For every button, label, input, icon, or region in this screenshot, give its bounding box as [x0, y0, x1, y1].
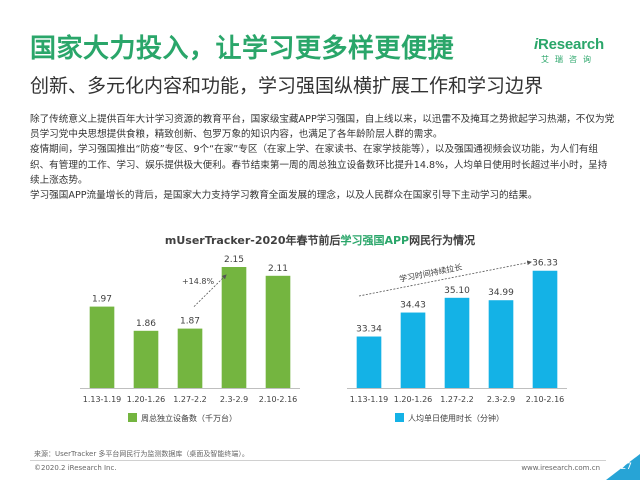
- chart-right-value-label-5: 36.33: [532, 259, 558, 269]
- chart-right-trend-label: 学习时间持续拉长: [398, 262, 463, 284]
- chart-left-legend-label: 周总独立设备数（千万台）: [141, 413, 237, 423]
- chart-left-value-label-3: 1.87: [180, 317, 200, 327]
- chart-left-value-label-5: 2.11: [268, 264, 288, 274]
- body-text: 除了传统意义上提供百年大计学习资源的教育平台，国家级宝藏APP学习强国，自上线以…: [30, 112, 615, 203]
- chart-right-x-tick-4: 2.3-2.9: [487, 395, 515, 404]
- chart-left-growth-label: +14.8%: [182, 277, 215, 286]
- chart-left-x-tick-5: 2.10-2.16: [259, 395, 298, 404]
- chart-left-value-label-1: 1.97: [92, 295, 112, 305]
- page-title: 国家大力投入，让学习更多样更便捷: [30, 34, 455, 64]
- iresearch-logo: iResearch 艾瑞咨询: [528, 36, 610, 65]
- chart-right-value-label-2: 34.43: [400, 301, 426, 311]
- chart-left-x-tick-1: 1.13-1.19: [83, 395, 122, 404]
- chart-right-legend-swatch: [395, 413, 404, 422]
- footer-triangle: [606, 454, 640, 480]
- chart-left-bar-2: [133, 330, 159, 388]
- chart-right-x-tick-1: 1.13-1.19: [350, 395, 389, 404]
- page-subtitle: 创新、多元化内容和功能，学习强国纵横扩展工作和学习边界: [30, 75, 544, 97]
- chart-right-bar-1: [356, 336, 382, 388]
- chart-right-trend-arrow: [358, 260, 532, 297]
- chart-left-bar-3: [177, 328, 203, 388]
- logo-wordmark: iResearch: [534, 36, 604, 53]
- chart-right-bar-2: [400, 312, 426, 388]
- chart-right-value-label-1: 33.34: [356, 325, 382, 335]
- chart-right-x-tick-2: 1.20-1.26: [394, 395, 433, 404]
- chart-right-value-label-3: 35.10: [444, 286, 470, 296]
- chart-left-x-tick-2: 1.20-1.26: [127, 395, 166, 404]
- copyright: ©2020.2 iResearch Inc.: [34, 464, 117, 472]
- body-paragraph-2: 疫情期间，学习强国推出“防疫”专区、9个“在家”专区（在家上学、在家读书、在家学…: [30, 144, 608, 186]
- chart-right-bar-3: [444, 297, 470, 388]
- body-paragraph-3: 学习强国APP流量增长的背后，是国家大力支持学习教育全面发展的理念，以及人民群众…: [30, 190, 538, 202]
- chart-right-bar-5: [532, 270, 558, 388]
- chart-right-x-tick-5: 2.10-2.16: [526, 395, 565, 404]
- page-number: 27: [620, 462, 632, 472]
- chart-right-x-tick-3: 1.27-2.2: [440, 395, 473, 404]
- logo-chinese-name: 艾瑞咨询: [541, 55, 597, 64]
- chart-left-legend-swatch: [128, 413, 137, 422]
- chart-left-x-tick-3: 1.27-2.2: [173, 395, 206, 404]
- chart-right-value-label-4: 34.99: [488, 288, 514, 298]
- website-url: www.iresearch.com.cn: [521, 464, 600, 472]
- body-paragraph-1: 除了传统意义上提供百年大计学习资源的教育平台，国家级宝藏APP学习强国，自上线以…: [30, 114, 615, 141]
- chart-left-value-label-2: 1.86: [136, 319, 156, 329]
- chart-right-bar-4: [488, 300, 514, 388]
- chart-right-legend-label: 人均单日使用时长（分钟）: [408, 413, 504, 423]
- chart-left-growth-arrow: [193, 274, 227, 307]
- chart-title: mUserTracker-2020年春节前后学习强国APP网民行为情况: [164, 234, 476, 247]
- chart-left-value-label-4: 2.15: [224, 255, 244, 265]
- source-note: 来源：UserTracker 多平台网民行为监测数据库（桌面及智能终端）。: [34, 450, 249, 458]
- chart-left-bar-1: [89, 306, 115, 388]
- chart-left-bar-4: [221, 267, 247, 388]
- chart-left-x-tick-4: 2.3-2.9: [220, 395, 248, 404]
- chart-left-bar-5: [265, 275, 291, 388]
